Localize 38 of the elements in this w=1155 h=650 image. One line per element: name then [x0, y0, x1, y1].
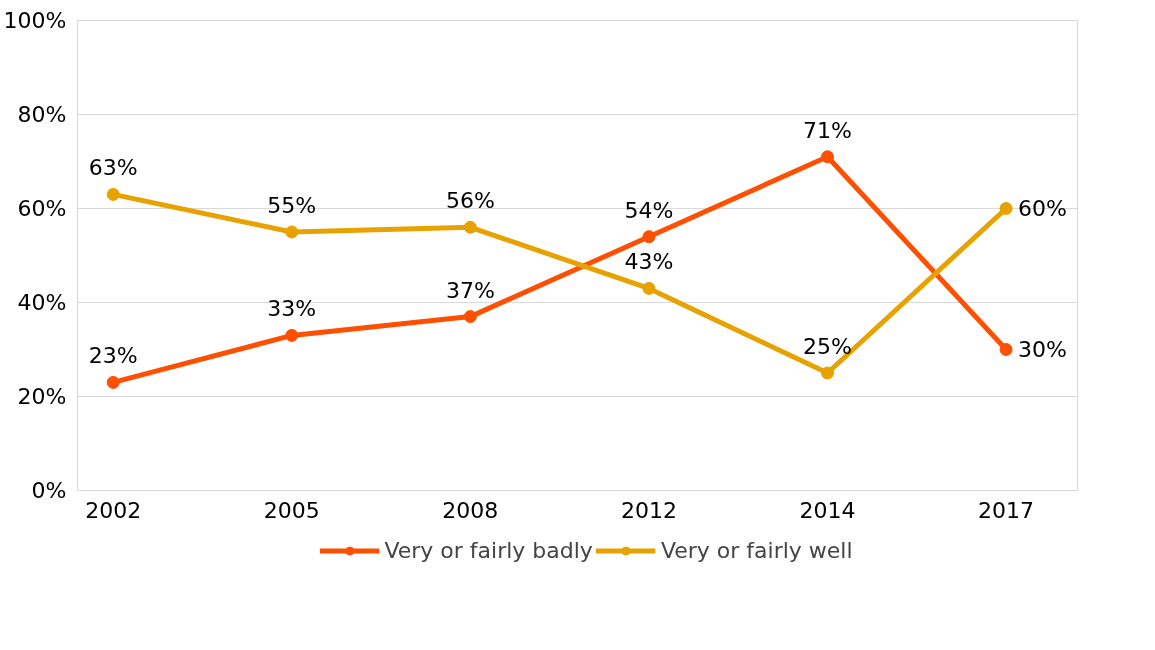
point	[463, 310, 477, 324]
y-tick-label: 20%	[17, 384, 67, 409]
y-tick-label: 0%	[31, 478, 67, 503]
point	[642, 281, 656, 295]
data-label: 33%	[267, 296, 317, 322]
data-label: 25%	[803, 334, 852, 359]
y-tick-label: 40%	[17, 290, 67, 315]
data-label: 37%	[445, 277, 495, 303]
x-tick-label: 2017	[978, 497, 1035, 523]
point	[999, 343, 1013, 356]
data-label: 60%	[1018, 196, 1067, 221]
x-tick-label: 2012	[620, 497, 677, 523]
legend-label: Very or fairly badly	[384, 537, 593, 563]
data-label: 63%	[88, 155, 138, 181]
legend-label: Very or fairly well	[660, 537, 853, 563]
data-label: 30%	[1018, 337, 1067, 362]
x-tick-label: 2014	[799, 497, 856, 523]
point	[463, 220, 477, 234]
data-label: 54%	[624, 197, 674, 223]
data-label: 43%	[624, 249, 674, 275]
point	[106, 375, 120, 389]
data-label: 56%	[445, 188, 495, 214]
data-label: 55%	[267, 193, 317, 218]
y-tick-label: 80%	[17, 102, 67, 127]
x-tick-label: 2008	[442, 497, 499, 523]
point	[285, 328, 299, 342]
x-tick-label: 2002	[85, 497, 142, 523]
point	[285, 225, 299, 239]
y-tick-label: 60%	[17, 196, 67, 221]
x-tick-label: 2005	[263, 497, 320, 523]
point	[821, 366, 834, 380]
point	[642, 230, 656, 244]
data-label: 71%	[803, 117, 852, 143]
y-tick-label: 100%	[3, 8, 67, 33]
data-label: 23%	[88, 343, 138, 369]
point	[106, 187, 120, 201]
point	[999, 202, 1013, 215]
point	[821, 150, 834, 164]
